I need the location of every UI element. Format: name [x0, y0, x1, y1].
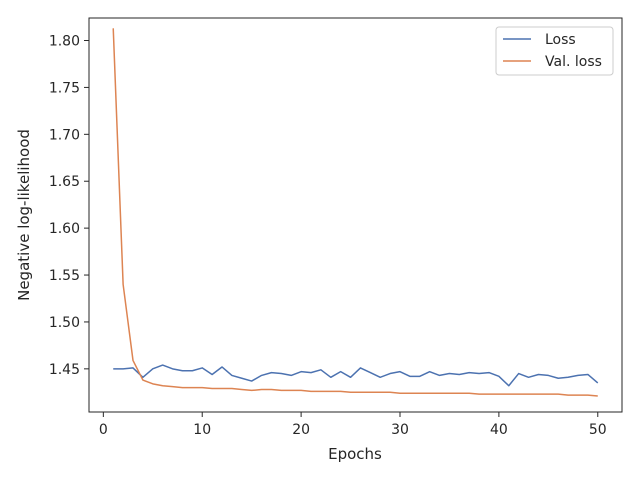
series-line-loss	[113, 364, 599, 387]
legend-label-val-loss: Val. loss	[545, 54, 602, 70]
x-tick-label: 30	[391, 422, 409, 438]
y-tick-label: 1.60	[49, 221, 80, 237]
y-tick-label: 1.80	[49, 34, 80, 50]
y-axis-ticks: 1.45 1.50 1.55 1.60 1.65 1.70 1.75 1.80	[49, 34, 89, 378]
y-tick-label: 1.45	[49, 362, 80, 378]
y-tick-label: 1.50	[49, 315, 80, 331]
y-tick-label: 1.65	[49, 174, 80, 190]
y-tick-label: 1.75	[49, 80, 80, 96]
series-group	[112, 28, 599, 397]
y-tick-label: 1.70	[49, 127, 80, 143]
legend: Loss Val. loss	[495, 26, 614, 76]
x-tick-label: 0	[99, 422, 108, 438]
series-line-val-loss	[112, 28, 598, 397]
x-tick-label: 10	[193, 422, 211, 438]
x-tick-label: 40	[490, 422, 508, 438]
plot-area	[89, 18, 622, 412]
x-axis-ticks: 0 10 20 30 40 50	[99, 412, 607, 438]
legend-label-loss: Loss	[545, 32, 576, 48]
y-tick-label: 1.55	[49, 268, 80, 284]
x-axis-label: Epochs	[328, 445, 382, 463]
plot-frame	[88, 17, 623, 413]
y-axis-label: Negative log-likelihood	[15, 129, 33, 301]
x-tick-label: 20	[292, 422, 310, 438]
x-tick-label: 50	[589, 422, 607, 438]
